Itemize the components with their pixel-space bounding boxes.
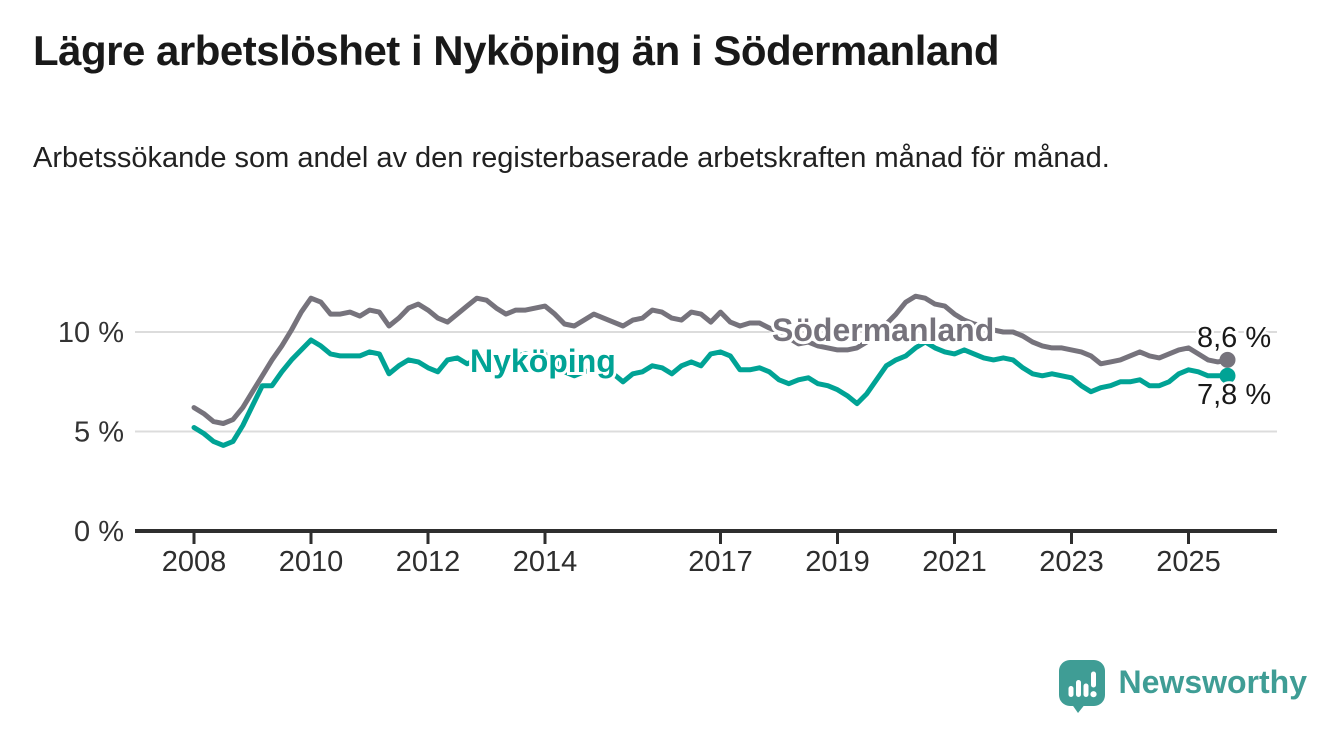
series-label-södermanland: Södermanland bbox=[772, 312, 994, 348]
newsworthy-logo: Newsworthy bbox=[1058, 659, 1307, 714]
series-line-södermanland bbox=[191, 293, 1230, 426]
y-axis-labels: 0 % 5 % 10 % bbox=[58, 317, 124, 548]
end-dot-södermanland bbox=[1219, 351, 1236, 368]
y-tick-label: 10 % bbox=[58, 317, 124, 349]
end-value-label-nyköping: 7,8 % bbox=[1197, 379, 1271, 411]
x-tick-label: 2008 bbox=[162, 546, 227, 578]
x-tick-label: 2014 bbox=[513, 546, 578, 578]
x-axis bbox=[135, 529, 1277, 544]
x-axis-labels: 2008 2010 2012 2014 2017 2019 2021 2023 2025 bbox=[162, 546, 1221, 578]
y-tick-label: 5 % bbox=[74, 417, 124, 449]
series-end-value-labels: 8,6 % 7,8 % bbox=[1195, 320, 1274, 414]
series-lines bbox=[191, 293, 1230, 448]
series-labels: Södermanland Nyköping bbox=[467, 309, 997, 382]
y-tick-label: 0 % bbox=[74, 516, 124, 548]
series-label-nyköping: Nyköping bbox=[470, 343, 616, 379]
end-dot-nyköping bbox=[1219, 367, 1236, 384]
x-tick-label: 2023 bbox=[1039, 546, 1104, 578]
x-tick-label: 2019 bbox=[805, 546, 870, 578]
y-gridlines bbox=[135, 331, 1277, 433]
x-tick-label: 2021 bbox=[922, 546, 987, 578]
chart-subtitle: Arbetssökande som andel av den registerb… bbox=[33, 142, 1110, 174]
page-title: Lägre arbetslöshet i Nyköping än i Söder… bbox=[33, 27, 1000, 74]
x-tick-label: 2025 bbox=[1156, 546, 1221, 578]
x-tick-label: 2017 bbox=[688, 546, 753, 578]
newsworthy-wordmark: Newsworthy bbox=[1118, 663, 1307, 700]
x-tick-label: 2010 bbox=[279, 546, 344, 578]
x-tick-label: 2012 bbox=[396, 546, 461, 578]
end-value-label-södermanland: 8,6 % bbox=[1197, 322, 1271, 354]
series-end-dots bbox=[1219, 351, 1236, 384]
series-line-nyköping bbox=[191, 337, 1230, 448]
logo-bars bbox=[1068, 671, 1097, 698]
newsworthy-logo-icon bbox=[1058, 660, 1105, 713]
